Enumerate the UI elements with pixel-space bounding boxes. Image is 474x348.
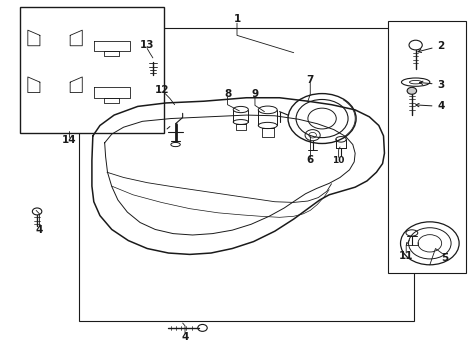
Text: 13: 13 bbox=[140, 40, 155, 50]
Text: 10: 10 bbox=[332, 156, 345, 165]
Text: 7: 7 bbox=[307, 75, 314, 85]
Text: 12: 12 bbox=[155, 85, 170, 95]
Bar bbox=[388, 22, 466, 273]
Text: 14: 14 bbox=[62, 135, 76, 145]
Text: 8: 8 bbox=[224, 89, 231, 98]
Text: 11: 11 bbox=[399, 252, 413, 261]
Text: 4: 4 bbox=[36, 225, 43, 235]
Text: 4: 4 bbox=[416, 101, 445, 111]
Circle shape bbox=[407, 87, 417, 94]
Text: 2: 2 bbox=[418, 41, 445, 53]
Text: 5: 5 bbox=[441, 253, 448, 263]
Text: 4: 4 bbox=[182, 332, 189, 342]
Text: 3: 3 bbox=[419, 80, 445, 89]
Bar bbox=[19, 7, 164, 133]
Text: 1: 1 bbox=[233, 14, 241, 24]
Bar bbox=[79, 29, 414, 321]
Text: 6: 6 bbox=[307, 155, 314, 165]
Text: 9: 9 bbox=[251, 89, 258, 98]
